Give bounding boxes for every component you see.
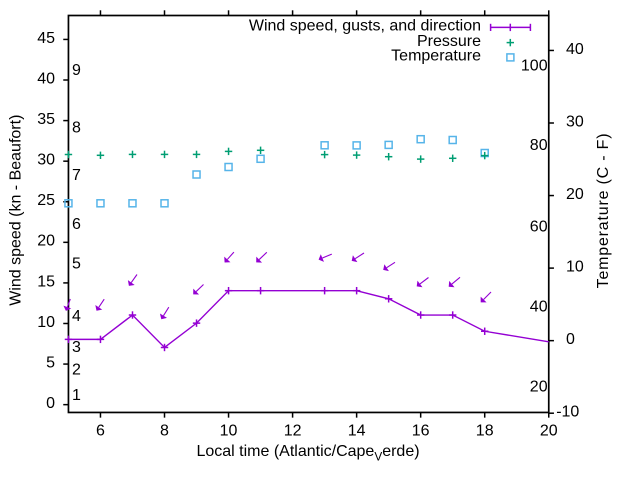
- svg-text:14: 14: [348, 422, 366, 439]
- svg-text:Temperature: Temperature: [391, 48, 481, 65]
- svg-text:40: 40: [37, 70, 55, 87]
- svg-text:20: 20: [540, 422, 558, 439]
- svg-text:8: 8: [72, 119, 81, 136]
- svg-text:Pressure: Pressure: [417, 33, 481, 50]
- svg-text:20: 20: [530, 379, 548, 396]
- svg-text:6: 6: [96, 422, 105, 439]
- svg-text:16: 16: [412, 422, 430, 439]
- svg-text:Local time (Atlantic/CapeVerde: Local time (Atlantic/CapeVerde): [196, 443, 419, 464]
- svg-text:45: 45: [37, 30, 55, 47]
- svg-text:10: 10: [220, 422, 238, 439]
- svg-text:Temperature (C - F): Temperature (C - F): [595, 133, 612, 289]
- svg-text:30: 30: [566, 113, 584, 130]
- svg-text:25: 25: [37, 192, 55, 209]
- svg-text:Wind speed, gusts, and directi: Wind speed, gusts, and direction: [249, 17, 481, 34]
- svg-text:30: 30: [37, 152, 55, 169]
- svg-text:10: 10: [37, 314, 55, 331]
- svg-text:Wind speed (kn - Beaufort): Wind speed (kn - Beaufort): [7, 115, 24, 306]
- svg-text:2: 2: [72, 362, 81, 379]
- svg-text:8: 8: [160, 422, 169, 439]
- svg-text:80: 80: [530, 137, 548, 154]
- svg-text:1: 1: [72, 387, 81, 404]
- svg-text:10: 10: [566, 258, 584, 275]
- svg-text:4: 4: [72, 308, 81, 325]
- svg-text:20: 20: [37, 233, 55, 250]
- svg-text:5: 5: [72, 256, 81, 273]
- svg-text:3: 3: [72, 339, 81, 356]
- svg-text:7: 7: [72, 167, 81, 184]
- svg-text:0: 0: [46, 395, 55, 412]
- svg-text:18: 18: [476, 422, 494, 439]
- svg-text:0: 0: [566, 331, 575, 348]
- svg-text:100: 100: [521, 58, 548, 75]
- svg-text:35: 35: [37, 111, 55, 128]
- svg-text:9: 9: [72, 62, 81, 79]
- svg-text:40: 40: [530, 299, 548, 316]
- svg-text:6: 6: [72, 216, 81, 233]
- svg-text:60: 60: [530, 219, 548, 236]
- svg-text:5: 5: [46, 354, 55, 371]
- svg-text:-10: -10: [556, 404, 579, 421]
- svg-text:40: 40: [566, 41, 584, 58]
- svg-text:15: 15: [37, 273, 55, 290]
- svg-text:12: 12: [284, 422, 302, 439]
- svg-text:20: 20: [566, 186, 584, 203]
